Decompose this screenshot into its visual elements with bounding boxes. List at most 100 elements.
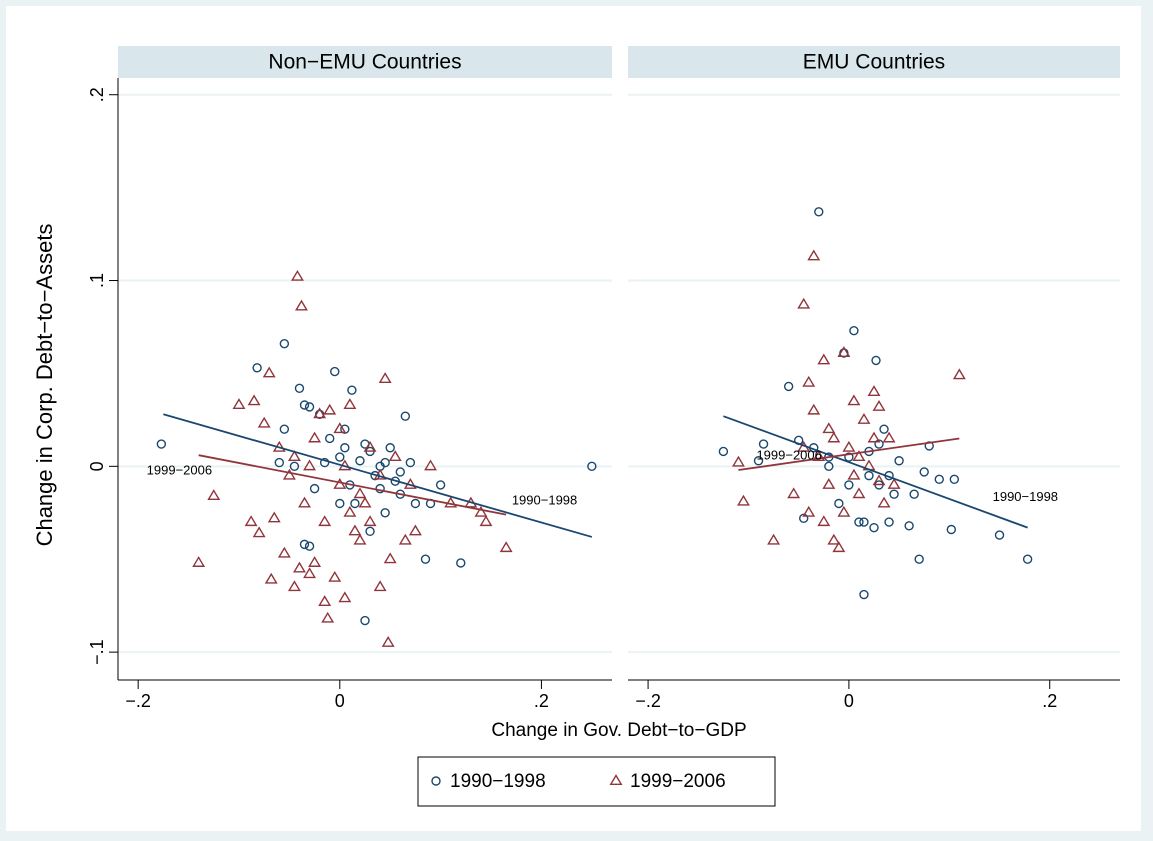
point xyxy=(587,461,597,472)
point xyxy=(340,443,350,453)
point xyxy=(388,450,402,462)
point xyxy=(287,580,301,592)
point xyxy=(844,480,854,490)
point xyxy=(859,517,869,527)
point xyxy=(299,400,310,410)
point xyxy=(884,517,894,527)
point xyxy=(295,299,308,311)
point xyxy=(807,249,821,261)
point xyxy=(353,533,367,545)
point xyxy=(799,513,809,524)
point xyxy=(277,546,291,558)
point xyxy=(877,496,891,508)
fit-label: 1999−2006 xyxy=(147,463,212,478)
point xyxy=(919,467,929,477)
point xyxy=(380,508,390,518)
point xyxy=(758,439,769,449)
point xyxy=(864,470,874,481)
plot-area xyxy=(118,78,612,680)
point xyxy=(192,556,206,567)
x-tick-label: −.2 xyxy=(125,691,151,711)
point xyxy=(355,456,365,466)
point xyxy=(279,338,290,349)
point xyxy=(325,433,335,444)
point xyxy=(303,459,317,471)
panel-title: EMU Countries xyxy=(803,51,945,74)
point xyxy=(807,403,821,415)
point xyxy=(333,422,347,434)
point xyxy=(365,526,375,537)
point xyxy=(420,554,431,564)
fit-line xyxy=(738,437,960,471)
point xyxy=(244,515,258,527)
point xyxy=(837,505,851,517)
point xyxy=(343,505,357,517)
point xyxy=(247,394,261,406)
point xyxy=(335,498,345,509)
point xyxy=(737,494,750,506)
point xyxy=(889,489,899,499)
fit-label: 1999−2006 xyxy=(756,447,821,462)
point xyxy=(787,487,801,499)
fit-line xyxy=(198,454,507,516)
point xyxy=(303,567,317,579)
point xyxy=(854,517,864,527)
point xyxy=(308,556,322,567)
point xyxy=(378,372,392,383)
point xyxy=(383,552,397,564)
point xyxy=(348,524,362,536)
point xyxy=(832,541,846,553)
fit-line xyxy=(723,415,1028,529)
point xyxy=(847,394,861,406)
point xyxy=(381,635,395,647)
point xyxy=(308,431,322,443)
y-tick-label: .2 xyxy=(87,87,107,102)
point xyxy=(872,399,886,411)
point xyxy=(869,522,879,533)
point xyxy=(857,413,871,424)
point xyxy=(400,411,411,421)
point xyxy=(753,456,764,466)
point xyxy=(257,416,271,428)
point xyxy=(318,595,332,606)
point xyxy=(872,474,886,486)
point xyxy=(994,530,1005,540)
point xyxy=(252,363,262,373)
legend-marker xyxy=(609,774,623,785)
legend-label: 1999−2006 xyxy=(630,771,726,792)
point xyxy=(859,589,869,600)
point xyxy=(373,468,387,480)
point xyxy=(313,407,327,419)
point xyxy=(385,443,395,453)
point xyxy=(207,489,221,501)
point xyxy=(363,515,377,527)
point xyxy=(837,346,851,357)
point xyxy=(298,496,311,508)
point xyxy=(952,368,966,380)
y-axis-title: Change in Corp. Debt−to−Assets xyxy=(32,224,57,547)
point xyxy=(894,456,904,466)
point xyxy=(822,422,836,434)
point xyxy=(408,524,422,536)
fit-line xyxy=(163,413,593,538)
point xyxy=(330,366,340,377)
point xyxy=(867,431,881,443)
y-tick-label: 0 xyxy=(87,461,107,471)
point xyxy=(767,533,781,545)
point xyxy=(718,446,729,457)
point xyxy=(882,431,896,443)
point xyxy=(934,474,944,485)
x-tick-label: 0 xyxy=(844,691,854,711)
point xyxy=(435,480,446,490)
point xyxy=(398,533,412,545)
fit-label: 1990−1998 xyxy=(512,492,577,507)
x-tick-label: .2 xyxy=(534,691,549,711)
point xyxy=(797,297,811,309)
point xyxy=(1022,554,1033,564)
point xyxy=(812,450,826,462)
point xyxy=(827,533,841,545)
point xyxy=(842,440,856,452)
legend-label: 1990−1998 xyxy=(450,771,546,792)
point xyxy=(479,515,493,527)
point xyxy=(321,611,335,623)
